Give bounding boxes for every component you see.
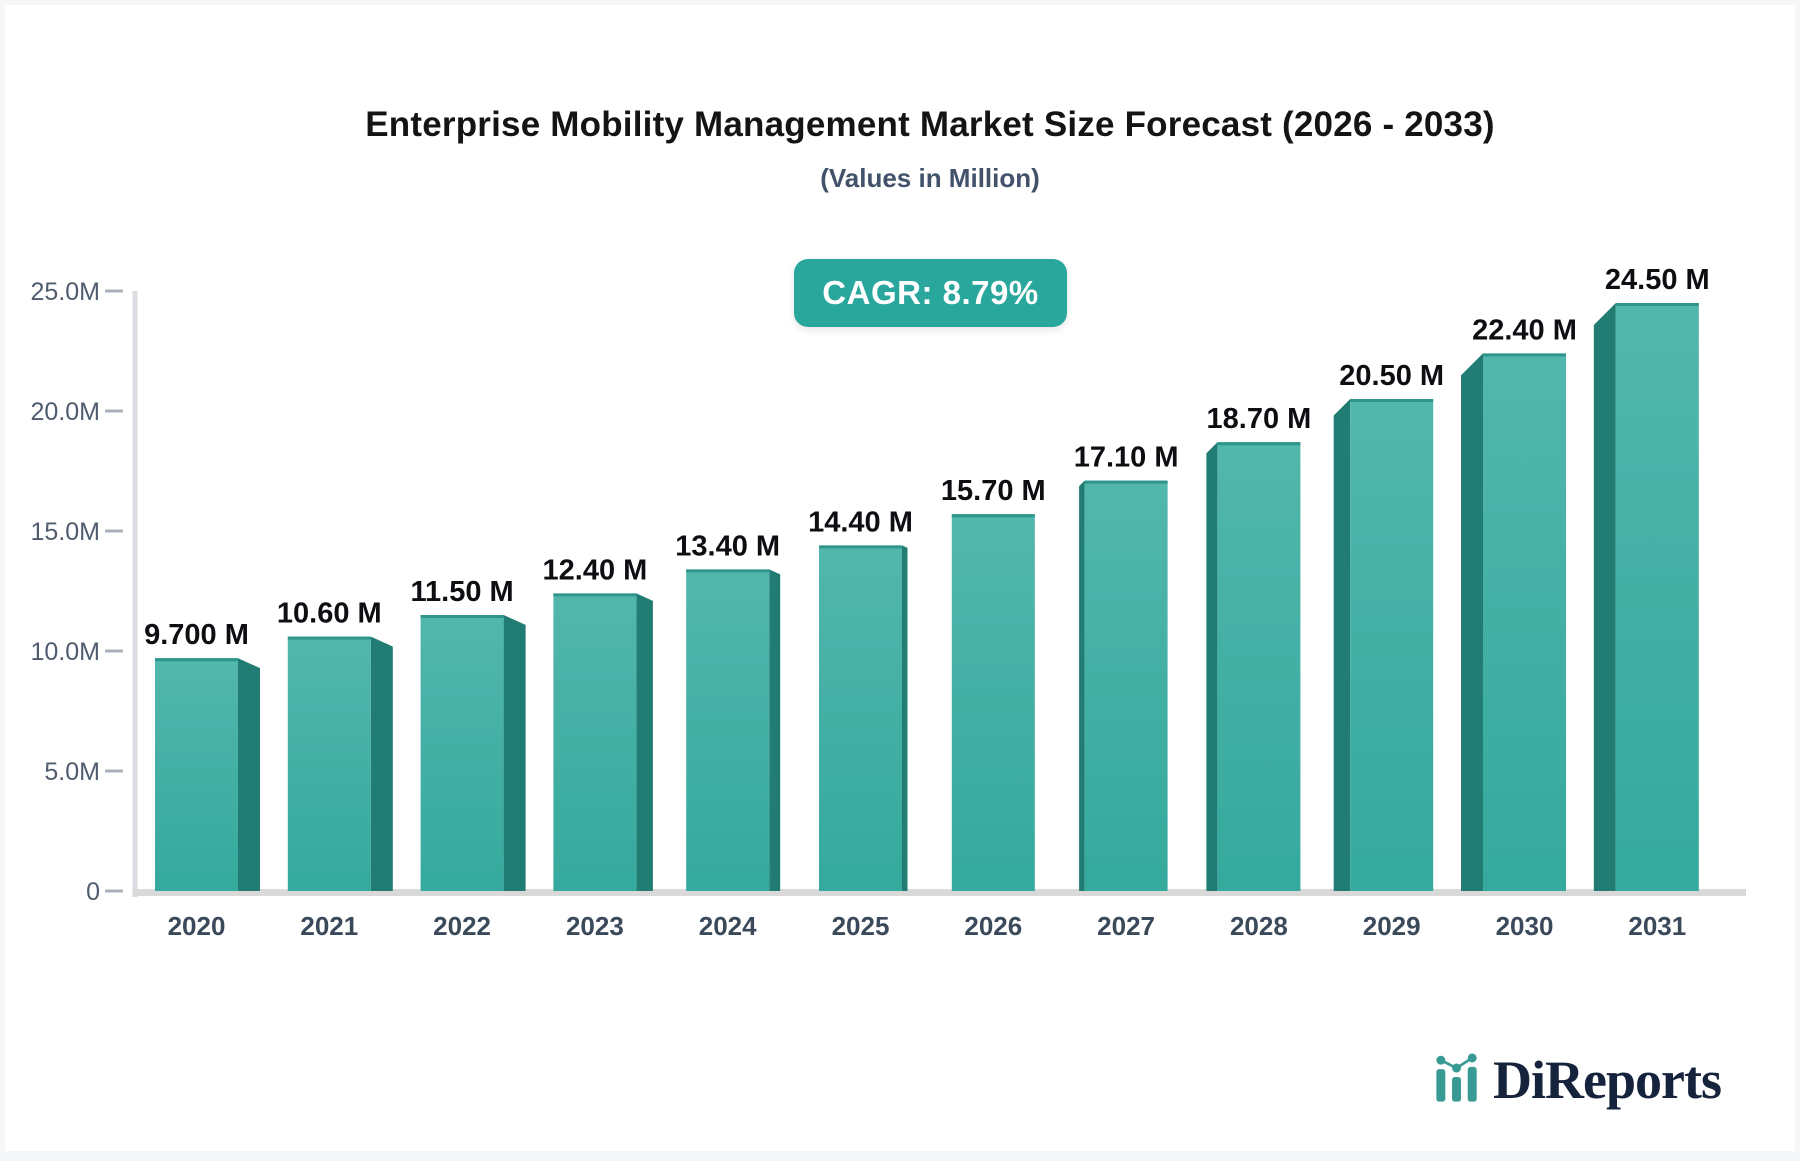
bar-value-label-2030: 22.40 M: [1472, 314, 1577, 346]
bar-value-label-2027: 17.10 M: [1074, 442, 1179, 474]
brand-logo: DiReports: [1433, 1041, 1721, 1107]
x-axis-label-2024: 2024: [699, 911, 757, 941]
bar-side-2031: [1594, 303, 1616, 891]
bar-top-edge-2027: [1085, 481, 1168, 484]
bar-side-2028: [1206, 442, 1217, 891]
bar-top-edge-2022: [421, 615, 504, 618]
bar-top-edge-2020: [155, 658, 238, 661]
bar-value-label-2026: 15.70 M: [941, 475, 1046, 507]
y-tick: [105, 890, 123, 893]
bar-top-edge-2030: [1483, 353, 1566, 356]
y-tick-label: 10.0M: [31, 638, 100, 666]
x-axis-label-2029: 2029: [1363, 911, 1421, 941]
bar-side-2023: [636, 593, 653, 891]
direports-logo-icon: [1433, 1047, 1489, 1107]
bar-2028: [1217, 442, 1300, 891]
bar-top-edge-2021: [288, 637, 371, 640]
chart-bars: [155, 303, 1699, 891]
bar-2030: [1483, 353, 1566, 891]
bar-2023: [553, 593, 636, 891]
bar-side-2027: [1079, 481, 1085, 891]
bar-value-label-2028: 18.70 M: [1207, 403, 1312, 435]
bar-chart: 0 5.0M 10.0M 15.0M 20.0M 25.0M 9.700 M 2020 10.…: [5, 5, 1800, 1161]
x-axis-label-2026: 2026: [964, 911, 1022, 941]
y-tick: [105, 770, 123, 773]
bar-side-2030: [1461, 353, 1483, 891]
x-axis-label-2023: 2023: [566, 911, 624, 941]
bar-top-edge-2028: [1217, 442, 1300, 445]
bar-top-edge-2026: [952, 514, 1035, 517]
bar-side-2029: [1334, 399, 1351, 891]
bar-2022: [421, 615, 504, 891]
bar-top-edge-2023: [553, 593, 636, 596]
bar-2025: [819, 545, 902, 891]
bar-side-2022: [504, 615, 526, 891]
bar-top-edge-2031: [1616, 303, 1699, 306]
bar-value-label-2021: 10.60 M: [277, 598, 382, 630]
bar-value-label-2023: 12.40 M: [543, 554, 648, 586]
x-axis-label-2022: 2022: [433, 911, 491, 941]
x-axis-label-2031: 2031: [1628, 911, 1686, 941]
bar-side-2020: [238, 658, 260, 891]
bar-value-label-2031: 24.50 M: [1605, 264, 1710, 296]
bar-2024: [686, 569, 769, 891]
x-axis-label-2020: 2020: [168, 911, 226, 941]
bar-value-label-2025: 14.40 M: [808, 506, 913, 538]
bar-side-2025: [902, 545, 908, 891]
y-tick-label: 20.0M: [31, 398, 100, 426]
bar-top-edge-2025: [819, 545, 902, 548]
y-tick-label: 15.0M: [31, 518, 100, 546]
bar-2031: [1616, 303, 1699, 891]
bar-top-edge-2024: [686, 569, 769, 572]
y-axis-line: [133, 291, 138, 897]
bar-2021: [288, 637, 371, 891]
bar-2027: [1085, 481, 1168, 891]
x-axis-label-2028: 2028: [1230, 911, 1288, 941]
y-tick-label: 0: [86, 878, 100, 906]
bar-value-label-2020: 9.700 M: [144, 619, 249, 651]
y-tick: [105, 650, 123, 653]
direports-logo-text: DiReports: [1493, 1053, 1721, 1107]
x-axis-label-2021: 2021: [300, 911, 358, 941]
bar-value-label-2024: 13.40 M: [675, 530, 780, 562]
x-axis-label-2027: 2027: [1097, 911, 1155, 941]
bar-side-2021: [371, 637, 393, 891]
x-axis-label-2030: 2030: [1496, 911, 1554, 941]
chart-card: Enterprise Mobility Management Market Si…: [5, 5, 1795, 1151]
bar-side-2024: [769, 569, 780, 891]
x-axis-label-2025: 2025: [832, 911, 890, 941]
y-tick-label: 5.0M: [44, 758, 100, 786]
bar-top-edge-2029: [1350, 399, 1433, 402]
y-tick: [105, 530, 123, 533]
bar-2029: [1350, 399, 1433, 891]
y-tick: [105, 410, 123, 413]
bar-value-label-2022: 11.50 M: [411, 576, 514, 608]
bar-value-label-2029: 20.50 M: [1339, 360, 1444, 392]
y-tick: [105, 290, 123, 293]
bar-2020: [155, 658, 238, 891]
bar-2026: [952, 514, 1035, 891]
y-tick-label: 25.0M: [31, 278, 100, 306]
